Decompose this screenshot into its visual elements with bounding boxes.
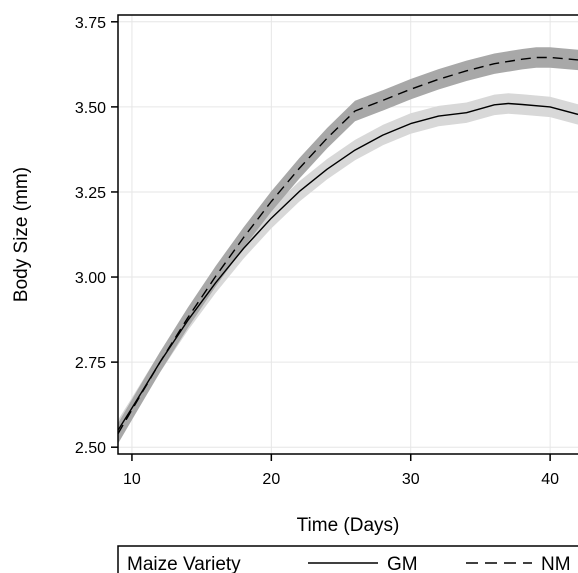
band-gm — [118, 93, 578, 441]
axis-ticks: 2.50 2.75 3.00 3.25 3.50 3.75 10 20 30 40 — [75, 15, 559, 488]
line-nm — [117, 56, 578, 434]
line-gm — [117, 102, 578, 431]
legend: Maize Variety GM NM — [117, 545, 578, 573]
y-tick-label: 2.75 — [75, 355, 106, 372]
y-tick-label: 3.50 — [75, 100, 106, 117]
y-tick-label: 2.50 — [75, 440, 106, 457]
y-tick-label: 3.75 — [75, 15, 106, 32]
confidence-bands — [118, 47, 578, 444]
x-axis-title: Time (Days) — [297, 515, 400, 536]
x-tick-label: 20 — [262, 471, 280, 488]
x-tick-label: 30 — [402, 471, 420, 488]
legend-label-gm: GM — [387, 554, 418, 573]
legend-box — [117, 545, 578, 573]
legend-entries: GM NM — [308, 554, 571, 573]
band-nm — [118, 47, 578, 444]
y-axis-title: Body Size (mm) — [11, 167, 32, 302]
y-tick-label: 3.00 — [75, 270, 106, 287]
legend-title: Maize Variety — [127, 554, 241, 573]
legend-label-nm: NM — [541, 554, 571, 573]
x-tick-label: 40 — [541, 471, 559, 488]
plot-frame — [117, 14, 578, 455]
x-tick-label: 10 — [123, 471, 141, 488]
series-lines — [117, 56, 578, 434]
y-tick-label: 3.25 — [75, 185, 106, 202]
grid — [118, 15, 578, 454]
